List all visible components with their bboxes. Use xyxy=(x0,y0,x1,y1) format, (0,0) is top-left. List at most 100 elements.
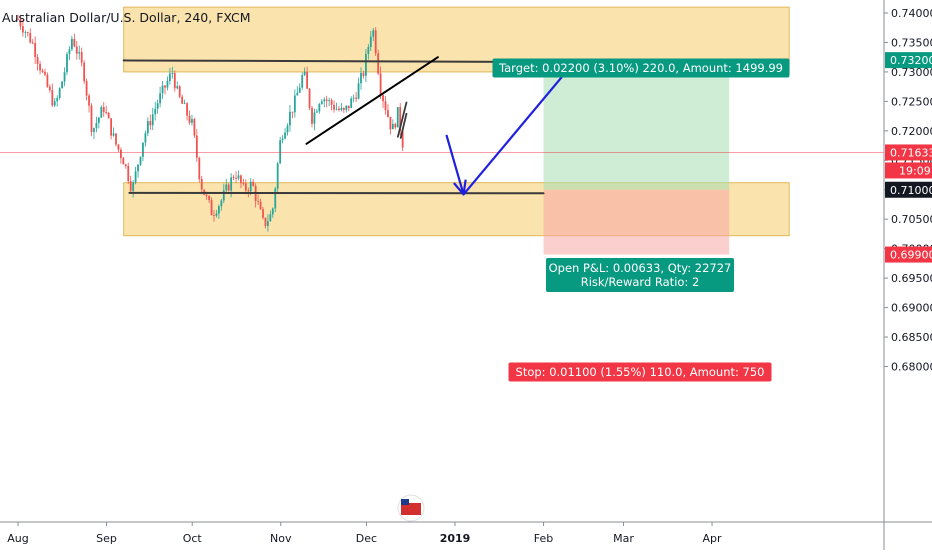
candle-body xyxy=(118,145,120,150)
candle-body xyxy=(56,98,58,101)
candle-body xyxy=(98,118,100,123)
candle-body xyxy=(326,99,328,100)
candle-body xyxy=(294,95,296,112)
candle-body xyxy=(189,116,191,123)
candle-body xyxy=(301,75,303,88)
price-label: 0.69900 xyxy=(885,247,932,263)
candle-body xyxy=(137,165,139,172)
candle-body xyxy=(42,71,44,72)
candle-body xyxy=(157,103,159,109)
candle-body xyxy=(299,88,301,93)
candle-body xyxy=(181,97,183,104)
candle-body xyxy=(27,32,29,33)
candle-body xyxy=(292,112,294,113)
candle-body xyxy=(71,39,73,49)
candle-body xyxy=(213,215,215,216)
candle-body xyxy=(257,201,259,202)
candle-body xyxy=(186,103,188,115)
candle-body xyxy=(88,96,90,106)
candle-body xyxy=(390,117,392,129)
candle-body xyxy=(309,89,311,108)
x-tick-label: Sep xyxy=(96,532,117,545)
candle-body xyxy=(135,171,137,182)
candle-body xyxy=(81,52,83,62)
candle-body xyxy=(338,109,340,110)
candle-body xyxy=(103,107,105,112)
candle-body xyxy=(96,123,98,128)
candle-body xyxy=(220,200,222,206)
candle-body xyxy=(91,106,93,132)
candle-body xyxy=(345,106,347,110)
y-tick-label: 0.69500 xyxy=(891,272,932,285)
candle-body xyxy=(211,200,213,215)
candle-body xyxy=(245,183,247,190)
candle-body xyxy=(154,109,156,115)
candle-body xyxy=(208,196,210,200)
candle-body xyxy=(353,98,355,99)
candle-body xyxy=(73,39,75,47)
candle-body xyxy=(262,209,264,218)
candle-body xyxy=(76,46,78,53)
candle-body xyxy=(218,206,220,213)
candle-body xyxy=(269,214,271,221)
candle-body xyxy=(375,30,377,53)
logo-flag-canton xyxy=(401,499,409,505)
candle-body xyxy=(159,93,161,103)
candle-body xyxy=(279,140,281,163)
candle-body xyxy=(250,182,252,192)
stop-badge-text: Stop: 0.01100 (1.55%) 110.0, Amount: 750 xyxy=(516,365,765,379)
candle-body xyxy=(149,121,151,125)
candle-body xyxy=(105,112,107,113)
candle-body xyxy=(174,73,176,88)
candle-body xyxy=(191,119,193,123)
candle-body xyxy=(54,101,56,105)
y-tick-label: 0.72500 xyxy=(891,95,932,108)
candle-body xyxy=(350,98,352,108)
x-tick-label: Aug xyxy=(7,532,28,545)
candle-body xyxy=(145,133,147,142)
y-tick-label: 0.68500 xyxy=(891,331,932,344)
candle-body xyxy=(316,111,318,112)
candle-body xyxy=(348,106,350,108)
candle-body xyxy=(287,125,289,132)
candle-body xyxy=(363,73,365,76)
candle-body xyxy=(37,57,39,64)
candle-body xyxy=(372,30,374,36)
candle-body xyxy=(367,47,369,54)
candle-body xyxy=(122,158,124,164)
candle-body xyxy=(277,163,279,188)
candle-body xyxy=(152,114,154,125)
countdown-label: 19:09 xyxy=(899,164,931,177)
candle-body xyxy=(233,177,235,178)
candle-body xyxy=(69,49,71,54)
candle-body xyxy=(380,74,382,95)
candle-body xyxy=(93,128,95,132)
candle-body xyxy=(206,195,208,196)
candle-body xyxy=(184,103,186,104)
candle-body xyxy=(179,86,181,97)
candle-body xyxy=(289,112,291,126)
x-tick-label: Mar xyxy=(613,532,634,545)
candle-body xyxy=(22,26,24,32)
candle-body xyxy=(265,218,267,226)
center-badge: Open P&L: 0.00633, Qty: 22727Risk/Reward… xyxy=(546,258,734,292)
candle-body xyxy=(355,98,357,99)
candle-body xyxy=(252,182,254,186)
candle-body xyxy=(132,182,134,190)
candle-body xyxy=(113,133,115,135)
candle-body xyxy=(147,121,149,133)
target-badge: Target: 0.02200 (3.10%) 220.0, Amount: 1… xyxy=(493,59,790,78)
candle-body xyxy=(341,108,343,110)
candle-body xyxy=(110,118,112,135)
candle-body xyxy=(267,221,269,226)
candle-body xyxy=(314,112,316,123)
candle-body xyxy=(64,72,66,81)
center-badge-line1: Open P&L: 0.00633, Qty: 22727 xyxy=(549,261,732,275)
candle-body xyxy=(343,108,345,110)
candle-body xyxy=(225,184,227,190)
candle-body xyxy=(164,86,166,88)
y-tick-label: 0.72000 xyxy=(891,125,932,138)
candle-body xyxy=(318,104,320,111)
